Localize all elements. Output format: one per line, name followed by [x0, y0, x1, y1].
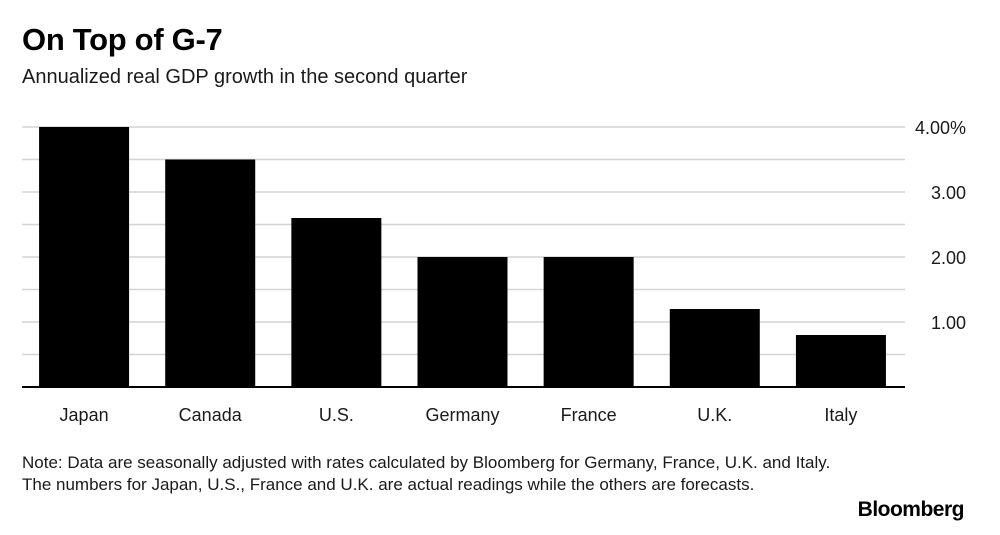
bar-chart: Japan Canada U.S. Germany France U.K. Italy 4.0…: [22, 118, 966, 425]
y-tick-label: 2.00: [931, 248, 966, 268]
bar-uk: [669, 309, 760, 387]
x-tick-label: France: [561, 405, 617, 425]
y-tick-label: 4.00%: [915, 118, 966, 138]
y-tick-label: 3.00: [931, 183, 966, 203]
bar-canada: [165, 159, 256, 387]
chart-subtitle: Annualized real GDP growth in the second…: [22, 66, 468, 88]
bar-italy: [795, 335, 886, 387]
x-tick-label: Italy: [824, 405, 857, 425]
x-tick-label: U.S.: [319, 405, 354, 425]
x-tick-label: Canada: [179, 405, 243, 425]
bar-germany: [417, 257, 508, 387]
x-tick-label: U.K.: [697, 405, 732, 425]
bar-us: [291, 218, 382, 387]
bar-france: [543, 257, 634, 387]
footnote: Note: Data are seasonally adjusted with …: [22, 453, 831, 494]
bloomberg-logo: Bloomberg: [857, 498, 965, 521]
x-tick-label: Germany: [425, 405, 499, 425]
chart-title: On Top of G-7: [22, 22, 223, 57]
y-tick-label: 1.00: [931, 313, 966, 333]
bar-japan: [39, 127, 130, 387]
x-tick-label: Japan: [60, 405, 109, 425]
